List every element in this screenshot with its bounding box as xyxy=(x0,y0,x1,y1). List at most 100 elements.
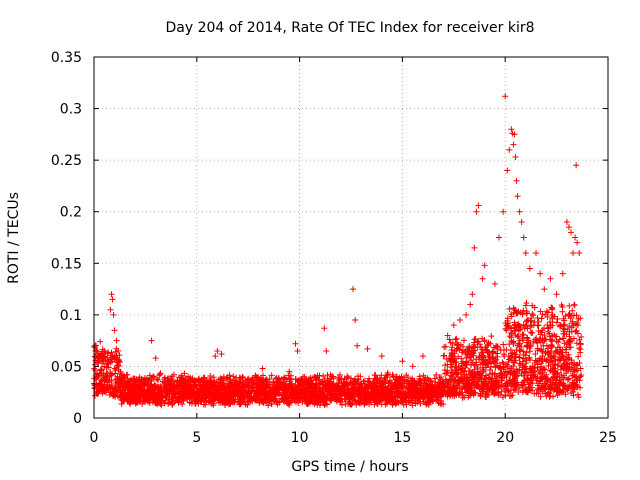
noise-point xyxy=(549,305,556,312)
noise-point xyxy=(494,353,501,360)
noise-point xyxy=(511,319,518,326)
noise-point xyxy=(527,329,534,336)
noise-point xyxy=(168,378,175,385)
noise-point xyxy=(338,401,345,408)
noise-point xyxy=(545,389,552,396)
roti-point xyxy=(491,280,498,287)
roti-point xyxy=(576,249,583,256)
noise-point xyxy=(268,400,275,407)
noise-point xyxy=(516,354,523,361)
roti-point xyxy=(512,154,519,161)
noise-point xyxy=(240,392,247,399)
roti-point xyxy=(350,286,357,293)
roti-point xyxy=(504,167,511,174)
grid-lines xyxy=(94,57,608,418)
noise-point xyxy=(433,371,440,378)
noise-point xyxy=(506,305,513,312)
noise-point xyxy=(523,360,530,367)
noise-point xyxy=(509,392,516,399)
noise-point xyxy=(146,372,153,379)
noise-point xyxy=(506,365,513,372)
noise-point xyxy=(453,335,460,342)
y-tick-label: 0.35 xyxy=(51,50,82,66)
noise-point xyxy=(570,372,577,379)
noise-point xyxy=(323,401,330,408)
noise-point xyxy=(105,349,112,356)
noise-point xyxy=(566,328,573,335)
roti-point xyxy=(520,234,527,241)
roti-point xyxy=(522,249,529,256)
noise-point xyxy=(446,336,453,343)
roti-point xyxy=(399,358,406,365)
y-tick-label: 0.1 xyxy=(60,308,82,324)
roti-point xyxy=(572,234,579,241)
roti-point xyxy=(97,338,104,345)
roti-point xyxy=(565,224,572,231)
roti-point xyxy=(559,270,566,277)
noise-point xyxy=(577,346,584,353)
roti-point xyxy=(533,249,540,256)
noise-point xyxy=(447,339,454,346)
chart-title: Day 204 of 2014, Rate Of TEC Index for r… xyxy=(165,20,534,36)
noise-point xyxy=(405,381,412,388)
noise-point xyxy=(488,333,495,340)
noise-point xyxy=(529,329,536,336)
plot-frame xyxy=(93,56,609,419)
noise-point xyxy=(503,361,510,368)
x-tick-label: 15 xyxy=(393,430,411,446)
roti-point xyxy=(496,234,503,241)
noise-point xyxy=(560,335,567,342)
noise-point xyxy=(320,373,327,380)
roti-point xyxy=(214,347,221,354)
noise-point xyxy=(569,307,576,314)
roti-point xyxy=(469,291,476,298)
noise-point xyxy=(510,362,517,369)
roti-point xyxy=(111,327,118,334)
noise-point xyxy=(575,353,582,360)
roti-point xyxy=(364,345,371,352)
noise-point xyxy=(577,373,584,380)
roti-point xyxy=(574,239,581,246)
roti-point xyxy=(107,306,114,313)
y-tick-label: 0.2 xyxy=(60,205,82,221)
roti-point xyxy=(547,275,554,282)
noise-point xyxy=(566,323,573,330)
roti-point xyxy=(473,208,480,215)
roti-point xyxy=(321,325,328,332)
y-tick-label: 0.25 xyxy=(51,153,82,169)
roti-point xyxy=(467,301,474,308)
noise-point xyxy=(543,308,550,315)
noise-point xyxy=(562,346,569,353)
noise-point xyxy=(538,315,545,322)
roti-point xyxy=(354,342,361,349)
roti-point xyxy=(419,353,426,360)
noise-point xyxy=(533,390,540,397)
noise-point xyxy=(556,344,563,351)
roti-point xyxy=(109,296,116,303)
noise-point xyxy=(547,367,554,374)
noise-point xyxy=(455,353,462,360)
roti-point xyxy=(475,202,482,209)
noise-point xyxy=(556,376,563,383)
noise-point xyxy=(97,366,104,373)
x-axis-label: GPS time / hours xyxy=(291,459,408,475)
noise-point xyxy=(316,372,323,379)
data-points xyxy=(91,93,585,409)
y-axis-label: ROTI / TECUs xyxy=(6,192,22,284)
x-tick-label: 0 xyxy=(90,430,99,446)
noise-point xyxy=(506,393,513,400)
noise-point xyxy=(460,337,467,344)
noise-point xyxy=(500,341,507,348)
roti-point xyxy=(537,270,544,277)
noise-point xyxy=(371,372,378,379)
noise-point xyxy=(576,345,583,352)
noise-point xyxy=(554,369,561,376)
noise-point xyxy=(561,317,568,324)
noise-point xyxy=(230,373,237,380)
roti-point xyxy=(502,93,509,100)
noise-point xyxy=(556,336,563,343)
roti-point xyxy=(471,244,478,251)
roti-point xyxy=(323,347,330,354)
noise-point xyxy=(558,302,565,309)
